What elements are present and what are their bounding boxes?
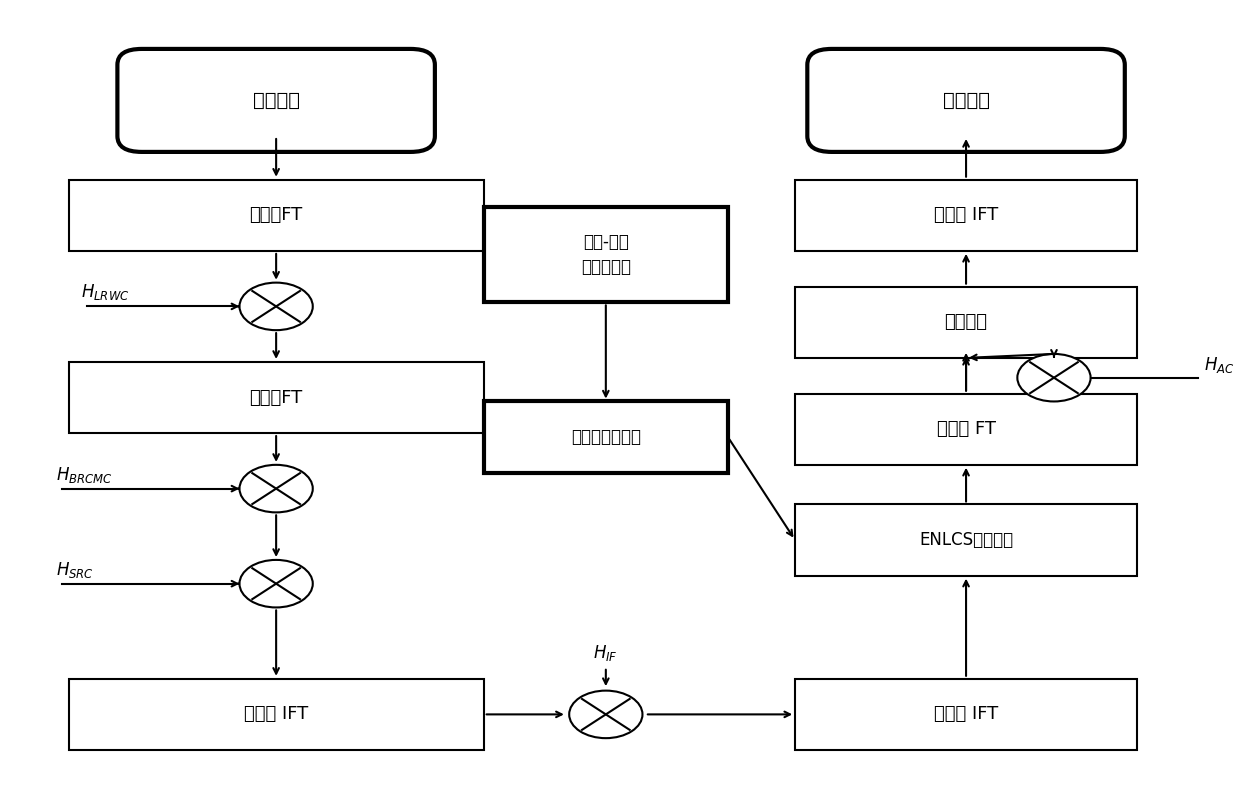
Text: $H_{AC}$: $H_{AC}$ xyxy=(1204,355,1235,375)
Circle shape xyxy=(569,691,642,738)
Text: 方位向 FT: 方位向 FT xyxy=(936,421,996,438)
Text: 距离-方位
全解析模型: 距离-方位 全解析模型 xyxy=(580,234,631,277)
FancyBboxPatch shape xyxy=(484,207,728,302)
FancyBboxPatch shape xyxy=(118,49,435,152)
FancyBboxPatch shape xyxy=(795,394,1137,465)
Text: 距离向 IFT: 距离向 IFT xyxy=(244,705,309,723)
FancyBboxPatch shape xyxy=(807,49,1125,152)
Text: 方位向 IFT: 方位向 IFT xyxy=(934,705,998,723)
Text: $H_{SRC}$: $H_{SRC}$ xyxy=(56,560,94,580)
Circle shape xyxy=(1017,354,1091,401)
Text: 多普勒相位公式: 多普勒相位公式 xyxy=(570,429,641,446)
Text: $H_{LRWC}$: $H_{LRWC}$ xyxy=(81,282,129,302)
Text: 距离向FT: 距离向FT xyxy=(249,206,303,224)
Circle shape xyxy=(239,560,312,607)
FancyBboxPatch shape xyxy=(795,180,1137,251)
FancyBboxPatch shape xyxy=(484,401,728,473)
FancyBboxPatch shape xyxy=(68,679,484,750)
Text: 接收回波: 接收回波 xyxy=(253,91,300,110)
Text: 方位压缩: 方位压缩 xyxy=(945,313,987,332)
FancyBboxPatch shape xyxy=(795,679,1137,750)
Text: ENLCS方位均衡: ENLCS方位均衡 xyxy=(919,531,1013,549)
Circle shape xyxy=(239,465,312,512)
Text: $H_{BRCMC}$: $H_{BRCMC}$ xyxy=(56,464,113,485)
Text: 方位向 IFT: 方位向 IFT xyxy=(934,206,998,224)
Circle shape xyxy=(239,283,312,330)
FancyBboxPatch shape xyxy=(795,505,1137,576)
Text: 方位向FT: 方位向FT xyxy=(249,389,303,406)
Text: $H_{IF}$: $H_{IF}$ xyxy=(594,643,619,663)
FancyBboxPatch shape xyxy=(68,180,484,251)
FancyBboxPatch shape xyxy=(795,286,1137,358)
FancyBboxPatch shape xyxy=(68,362,484,433)
Text: 聚焦成像: 聚焦成像 xyxy=(942,91,990,110)
